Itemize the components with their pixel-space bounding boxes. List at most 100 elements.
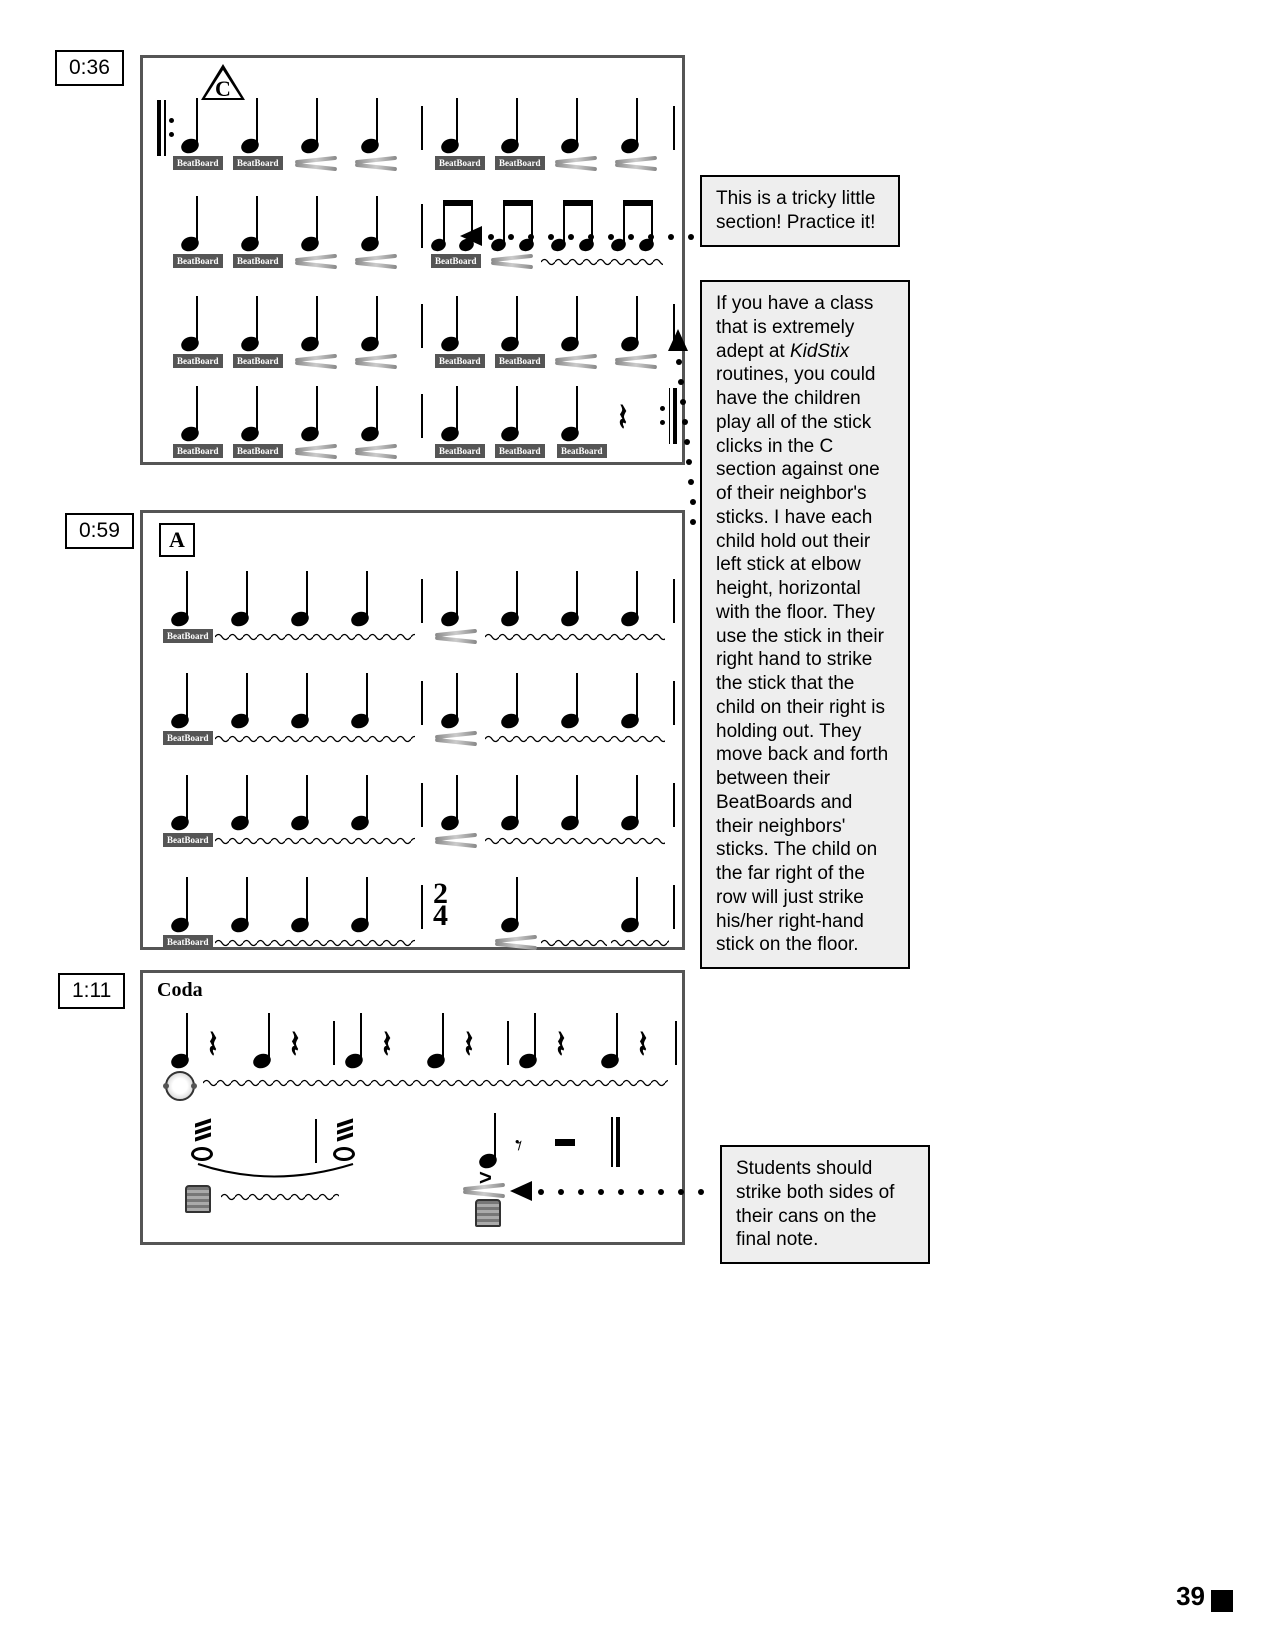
quarter-note [621, 673, 651, 728]
sticks-icon [435, 629, 477, 645]
beatboard-label: BeatBoard [435, 156, 485, 170]
sticks-icon [295, 156, 337, 172]
quarter-note [231, 571, 261, 626]
quarter-note [241, 296, 271, 351]
quarter-note [561, 296, 591, 351]
quarter-note [231, 877, 261, 932]
tambourine-icon [165, 1071, 195, 1101]
callout-tricky: This is a tricky little section! Practic… [700, 175, 900, 247]
quarter-note [291, 775, 321, 830]
wavy-line [541, 939, 607, 947]
time-signature: 24 [433, 883, 448, 927]
callout-adept: If you have a class that is extremely ad… [700, 280, 910, 969]
section-coda-label: Coda [157, 979, 203, 1002]
beatboard-label: BeatBoard [233, 354, 283, 368]
quarter-note [501, 775, 531, 830]
quarter-note [361, 98, 391, 153]
quarter-note [253, 1013, 283, 1068]
quarter-note [351, 877, 381, 932]
quarter-note [241, 98, 271, 153]
barline [421, 394, 423, 438]
quarter-note [561, 571, 591, 626]
quarter-note [171, 571, 201, 626]
half-rest [555, 1139, 575, 1146]
quarter-note [501, 571, 531, 626]
barline [675, 1021, 677, 1065]
beatboard-label: BeatBoard [435, 354, 485, 368]
a-row-1: BeatBoard [143, 673, 682, 763]
beatboard-label: BeatBoard [163, 935, 213, 949]
quarter-note [501, 877, 531, 932]
repeat-start [157, 100, 171, 156]
sticks-icon [615, 354, 657, 370]
quarter-note [441, 98, 471, 153]
quarter-note [171, 673, 201, 728]
page-number-box [1211, 1590, 1233, 1612]
quarter-note [621, 296, 651, 351]
quarter-note [621, 98, 651, 153]
a-row-3: 24 BeatBoard [143, 877, 682, 967]
wavy-line [215, 633, 415, 641]
coda-row-1: 𝄽𝄽𝄽𝄽𝄽𝄽 [143, 1013, 682, 1103]
quarter-note [351, 673, 381, 728]
quarter-note [441, 673, 471, 728]
beatboard-label: BeatBoard [233, 444, 283, 458]
beatboard-label: BeatBoard [163, 629, 213, 643]
quarter-note [501, 386, 531, 441]
beatboard-label: BeatBoard [163, 731, 213, 745]
beatboard-label: BeatBoard [431, 254, 481, 268]
quarter-note [301, 98, 331, 153]
beatboard-label: BeatBoard [495, 444, 545, 458]
quarter-note [561, 98, 591, 153]
arrow-tricky [460, 230, 700, 250]
sticks-icon [355, 254, 397, 270]
quarter-note [301, 196, 331, 251]
quarter-note [171, 1013, 201, 1068]
quarter-note [621, 877, 651, 932]
wavy-line [485, 837, 665, 845]
quarter-rest: 𝄽 [465, 1023, 473, 1067]
beatboard-label: BeatBoard [163, 833, 213, 847]
callout-adept-text: If you have a class that is extremely ad… [716, 293, 888, 955]
wavy-line [485, 633, 665, 641]
quarter-note [181, 296, 211, 351]
sticks-icon [435, 833, 477, 849]
barline [421, 204, 423, 248]
barline [673, 106, 675, 150]
quarter-note [345, 1013, 375, 1068]
wavy-line [541, 258, 663, 266]
quarter-note [361, 296, 391, 351]
quarter-note [231, 775, 261, 830]
wavy-line [215, 837, 415, 845]
wavy-line [215, 735, 415, 743]
beatboard-label: BeatBoard [173, 254, 223, 268]
sticks-icon [295, 354, 337, 370]
quarter-note [601, 1013, 631, 1068]
quarter-rest: 𝄽 [383, 1023, 391, 1067]
quarter-note [291, 877, 321, 932]
quarter-note [181, 196, 211, 251]
quarter-note [561, 673, 591, 728]
wavy-line [203, 1079, 668, 1087]
sticks-icon [495, 935, 537, 951]
quarter-note [181, 98, 211, 153]
beatboard-label: BeatBoard [173, 444, 223, 458]
sticks-icon [355, 156, 397, 172]
beatboard-label: BeatBoard [173, 156, 223, 170]
quarter-note [361, 386, 391, 441]
barline [315, 1119, 317, 1163]
beatboard-label: BeatBoard [495, 354, 545, 368]
quarter-note [241, 196, 271, 251]
beatboard-label: BeatBoard [435, 444, 485, 458]
arrow-cans [510, 1185, 720, 1205]
arrow-adept [672, 335, 702, 535]
barline [421, 783, 423, 827]
quarter-rest: 𝄽 [619, 396, 627, 440]
quarter-note [171, 775, 201, 830]
a-row-2: BeatBoard [143, 775, 682, 865]
quarter-note [301, 296, 331, 351]
sticks-icon [555, 354, 597, 370]
quarter-rest: 𝄽 [291, 1023, 299, 1067]
barline [421, 579, 423, 623]
quarter-note [301, 386, 331, 441]
